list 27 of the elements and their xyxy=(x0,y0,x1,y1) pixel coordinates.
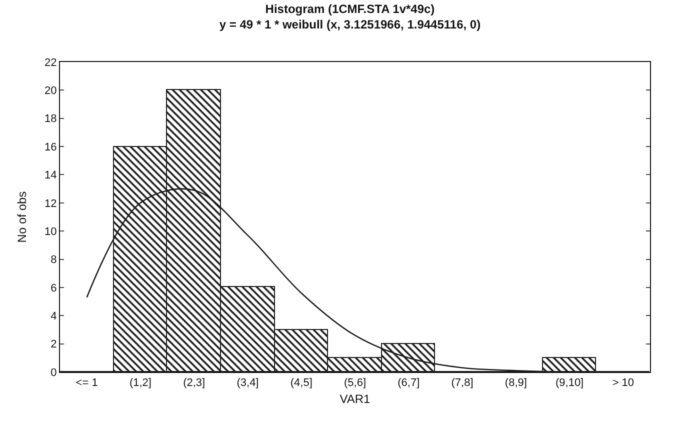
x-tick-label: (4,5] xyxy=(290,377,312,390)
y-tick-label: 18 xyxy=(44,113,57,126)
y-tick-label: 22 xyxy=(44,56,57,69)
y-tick-label: 4 xyxy=(50,310,57,322)
y-tick-label: 6 xyxy=(50,282,57,294)
x-tick-label: (5,6] xyxy=(344,377,366,390)
y-tick-label: 2 xyxy=(50,338,57,351)
x-tick-label: <= 1 xyxy=(76,377,98,390)
y-tick-label: 14 xyxy=(44,170,57,182)
chart-title: Histogram (1CMF.STA 1v*49c) xyxy=(265,2,435,16)
x-tick-label: (9,10] xyxy=(555,377,584,390)
y-tick-label: 16 xyxy=(44,141,57,154)
x-tick-label: (6,7] xyxy=(398,377,420,390)
x-axis-title: VAR1 xyxy=(340,392,371,406)
chart-subtitle: y = 49 * 1 * weibull (x, 3.1251966, 1.9445116, 0) xyxy=(219,18,481,32)
y-tick-label: 20 xyxy=(44,85,57,98)
y-tick-label: 8 xyxy=(50,254,57,266)
x-tick-label: (3,4] xyxy=(236,377,259,390)
y-tick-label: 10 xyxy=(44,226,57,238)
x-tick-label: (2,3] xyxy=(183,377,206,390)
x-tick-label: (8,9] xyxy=(504,377,527,390)
y-axis-title: No of obs xyxy=(15,191,29,243)
x-tick-label: (7,8] xyxy=(451,377,474,390)
x-tick-label: (1,2] xyxy=(129,377,152,390)
x-tick-label: > 10 xyxy=(612,377,634,390)
y-tick-label: 12 xyxy=(44,198,57,210)
y-tick-label: 0 xyxy=(50,366,57,379)
